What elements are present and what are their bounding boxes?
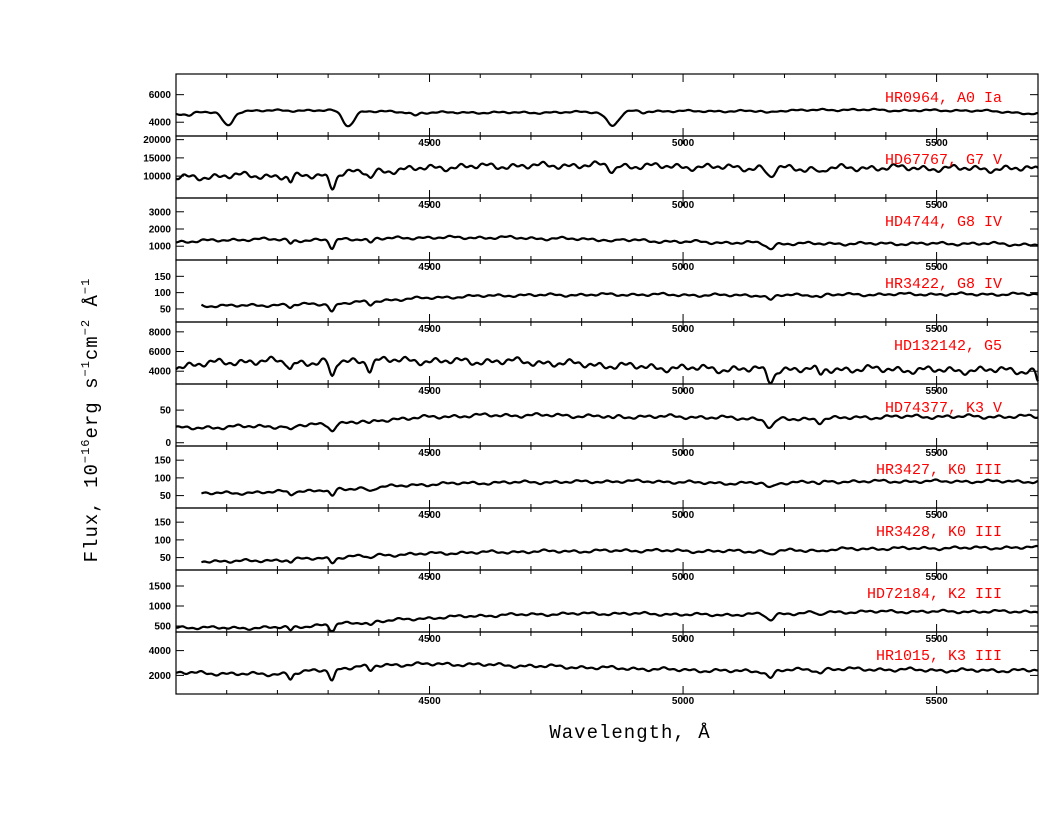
y-tick-label: 4000 [149, 646, 172, 657]
y-tick-label: 500 [154, 622, 171, 633]
spectrum-line [175, 160, 1039, 191]
y-axis-title-part: cm [81, 335, 103, 360]
y-axis-title-exp: −1 [79, 278, 93, 294]
y-tick-label: 8000 [149, 327, 172, 338]
y-tick-label: 2000 [149, 225, 172, 236]
y-tick-label: 1500 [149, 582, 172, 593]
x-tick-label: 4500 [418, 696, 441, 707]
x-axis-title: Wavelength, Å [549, 722, 710, 744]
y-tick-label: 0 [165, 438, 171, 449]
spectrum-line [175, 661, 1039, 682]
star-label: HD74377, K3 V [885, 400, 1002, 417]
y-axis-title-exp: −1 [79, 360, 93, 376]
y-tick-label: 10000 [143, 172, 171, 183]
y-tick-label: 20000 [143, 135, 171, 146]
spectrum-line [200, 291, 1039, 313]
y-tick-label: 4000 [149, 367, 172, 378]
spectrum-line [201, 478, 1039, 497]
y-tick-label: 4000 [149, 118, 172, 129]
x-tick-label: 5000 [672, 696, 695, 707]
y-tick-label: 2000 [149, 671, 172, 682]
y-tick-label: 50 [160, 304, 172, 315]
panel-frame [175, 631, 1039, 695]
y-axis-title-part: Å [81, 294, 103, 319]
y-tick-label: 100 [154, 535, 171, 546]
spectrum-line [175, 355, 1039, 385]
star-label: HR3422, G8 IV [885, 276, 1002, 293]
spectrum-line [175, 107, 1039, 128]
star-label: HD4744, G8 IV [885, 214, 1002, 231]
y-tick-label: 50 [160, 491, 172, 502]
y-axis-title-exp: −16 [79, 439, 93, 464]
y-tick-label: 100 [154, 288, 171, 299]
spectrum-panel: 4500 5000 5500 2000 4000 HR1015, K3 III [149, 631, 1039, 707]
spectrum-line [175, 608, 1039, 633]
star-label: HD67767, G7 V [885, 152, 1002, 169]
y-tick-label: 50 [160, 406, 172, 417]
y-tick-label: 1000 [149, 602, 172, 613]
y-tick-label: 100 [154, 473, 171, 484]
spectrum-line [175, 234, 1039, 251]
y-axis-title: Flux, 10−16erg s−1cm−2 Å−1 [79, 278, 103, 563]
y-tick-label: 50 [160, 553, 172, 564]
x-tick-label: 5500 [925, 696, 948, 707]
star-label: HD132142, G5 [894, 338, 1002, 355]
y-axis-title-exp: −2 [79, 319, 93, 335]
star-label: HR3427, K0 III [876, 462, 1002, 479]
y-tick-label: 1000 [149, 242, 172, 253]
y-tick-label: 6000 [149, 90, 172, 101]
spectrum-line [175, 412, 1039, 433]
star-label: HR1015, K3 III [876, 648, 1002, 665]
y-tick-label: 150 [154, 272, 171, 283]
y-tick-label: 6000 [149, 347, 172, 358]
y-tick-label: 150 [154, 456, 171, 467]
y-axis-title-part: erg s [81, 377, 103, 439]
y-axis-title-part: Flux, 10 [81, 463, 103, 562]
star-label: HR3428, K0 III [876, 524, 1002, 541]
spectrum-line [201, 544, 1039, 565]
star-label: HR0964, A0 Ia [885, 90, 1002, 107]
y-tick-label: 3000 [149, 207, 172, 218]
star-label: HD72184, K2 III [867, 586, 1002, 603]
y-tick-label: 150 [154, 518, 171, 529]
y-tick-label: 15000 [143, 153, 171, 164]
